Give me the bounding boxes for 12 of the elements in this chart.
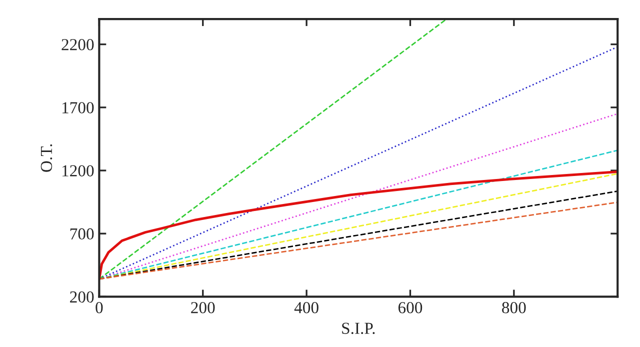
y-axis-title: O.T. xyxy=(40,144,52,172)
x-tick-label: 800 xyxy=(502,302,526,314)
y-tick-label: 1700 xyxy=(62,102,94,114)
y-tick-label: 1200 xyxy=(62,165,94,176)
y-tick-label: 2200 xyxy=(62,39,94,50)
y-tick-label: 200 xyxy=(70,291,94,303)
x-tick-label: 0 xyxy=(96,302,103,314)
x-axis-title: S.I.P. xyxy=(342,322,375,334)
x-tick-label: 600 xyxy=(398,302,422,314)
x-tick-label: 200 xyxy=(191,302,215,314)
y-tick-label: 700 xyxy=(70,228,94,240)
x-tick-label: 400 xyxy=(294,302,318,314)
